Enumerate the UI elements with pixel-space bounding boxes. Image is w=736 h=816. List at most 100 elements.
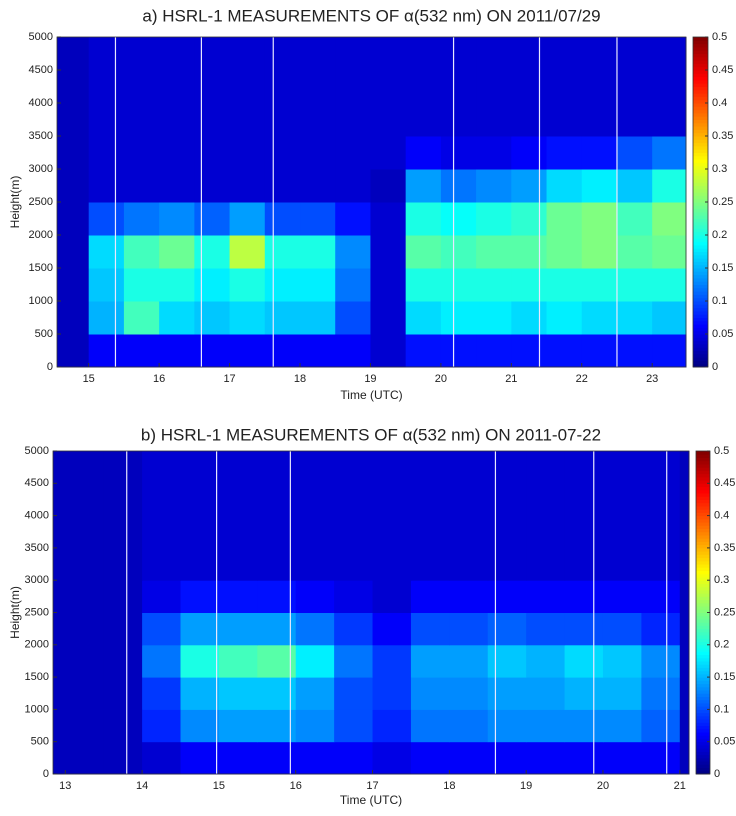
colorbar-swatch — [696, 767, 710, 772]
colorbar-swatch — [696, 722, 710, 727]
heat-cell — [159, 202, 195, 236]
heat-cell — [335, 103, 371, 137]
heat-cell — [370, 169, 407, 203]
heat-cell — [229, 103, 266, 137]
colorbar-swatch — [693, 231, 708, 236]
heat-cell — [180, 741, 220, 775]
colorbar-swatch — [696, 557, 710, 562]
colorbar-swatch — [696, 483, 710, 488]
colorbar-swatch — [696, 496, 710, 500]
colorbar-swatch — [693, 198, 708, 203]
heat-cell — [335, 169, 371, 203]
colorbar-swatch — [696, 660, 710, 665]
y-tick-label: 5000 — [29, 31, 53, 43]
heat-cell — [334, 547, 374, 581]
heat-cell — [652, 70, 687, 104]
heat-cell — [372, 677, 412, 710]
colorbar-swatch — [693, 149, 708, 153]
colorbar-swatch — [696, 589, 710, 594]
colorbar-swatch — [696, 509, 710, 513]
heat-cell — [372, 451, 412, 484]
heat-cell — [300, 268, 336, 302]
colorbar-swatch — [696, 715, 710, 720]
colorbar-swatch — [693, 248, 708, 252]
colorbar-swatch — [696, 554, 710, 559]
heat-cell — [142, 515, 182, 549]
heat-cell — [372, 580, 412, 613]
heat-cell — [616, 136, 653, 170]
colorbar-swatch — [696, 764, 710, 769]
heat-cell — [370, 70, 407, 104]
heat-cell — [123, 334, 160, 368]
heat-cell — [103, 612, 143, 646]
colorbar-swatch — [693, 363, 708, 368]
heat-cell — [405, 235, 442, 269]
heat-cell — [679, 709, 690, 743]
colorbar-swatch — [693, 109, 708, 114]
heat-cell — [511, 202, 548, 236]
heat-cell — [641, 677, 681, 710]
heat-cell — [410, 709, 450, 743]
colorbar-swatch — [696, 683, 710, 688]
heat-cell — [564, 451, 604, 484]
x-tick-label: 19 — [364, 373, 376, 385]
heat-cell — [88, 37, 125, 71]
heat-cell — [581, 169, 618, 203]
heat-cell — [257, 612, 297, 646]
colorbar-swatch — [696, 512, 710, 517]
colorbar-swatch — [693, 116, 708, 120]
x-axis-label: Time (UTC) — [340, 388, 402, 402]
heat-cell — [440, 169, 477, 203]
heat-cell — [194, 136, 231, 170]
heat-cell — [123, 103, 160, 137]
colorbar-swatch — [693, 337, 708, 342]
heat-cell — [218, 580, 258, 613]
heat-cell — [581, 70, 618, 104]
heat-cell — [476, 169, 512, 203]
colorbar-swatch — [693, 159, 708, 163]
x-tick-label: 19 — [520, 780, 532, 792]
colorbar-tick-label: 0.45 — [714, 477, 735, 489]
colorbar-swatch — [693, 235, 708, 239]
colorbar-swatch — [693, 324, 708, 328]
heat-cell — [334, 677, 374, 710]
heat-cell — [300, 301, 336, 335]
heat-cell — [440, 103, 477, 137]
heat-cell — [159, 70, 195, 104]
colorbar-swatch — [696, 631, 710, 636]
heat-cell — [679, 741, 690, 775]
heat-cell — [88, 169, 125, 203]
heat-cell — [264, 136, 301, 170]
colorbar-swatch — [696, 719, 710, 723]
heat-cell — [546, 103, 583, 137]
colorbar-swatch — [696, 564, 710, 568]
heat-cell — [65, 709, 105, 743]
colorbar-swatch — [693, 350, 708, 355]
heat-cell — [372, 483, 412, 517]
colorbar-swatch — [696, 651, 710, 655]
heat-cell — [300, 37, 336, 71]
heat-cell — [370, 136, 407, 170]
heat-cell — [372, 644, 412, 678]
heat-cell — [218, 483, 258, 517]
x-tick-label: 15 — [83, 373, 95, 385]
heat-cell — [53, 483, 66, 517]
heat-cell — [487, 741, 527, 775]
heat-cell — [487, 677, 527, 710]
colorbar-swatch — [693, 165, 708, 170]
heat-cell — [335, 202, 371, 236]
heat-cell — [449, 644, 489, 678]
heat-cell — [180, 644, 220, 678]
heat-cell — [194, 37, 231, 71]
heat-cell — [334, 709, 374, 743]
x-tick-label: 20 — [435, 373, 447, 385]
heat-cell — [370, 301, 407, 335]
heat-cell — [410, 451, 450, 484]
heat-cell — [295, 483, 335, 517]
colorbar-swatch — [696, 664, 710, 668]
heat-cell — [511, 70, 548, 104]
colorbar-swatch — [693, 274, 708, 279]
heat-cell — [300, 169, 336, 203]
colorbar-swatch — [696, 618, 710, 623]
heat-cell — [564, 612, 604, 646]
